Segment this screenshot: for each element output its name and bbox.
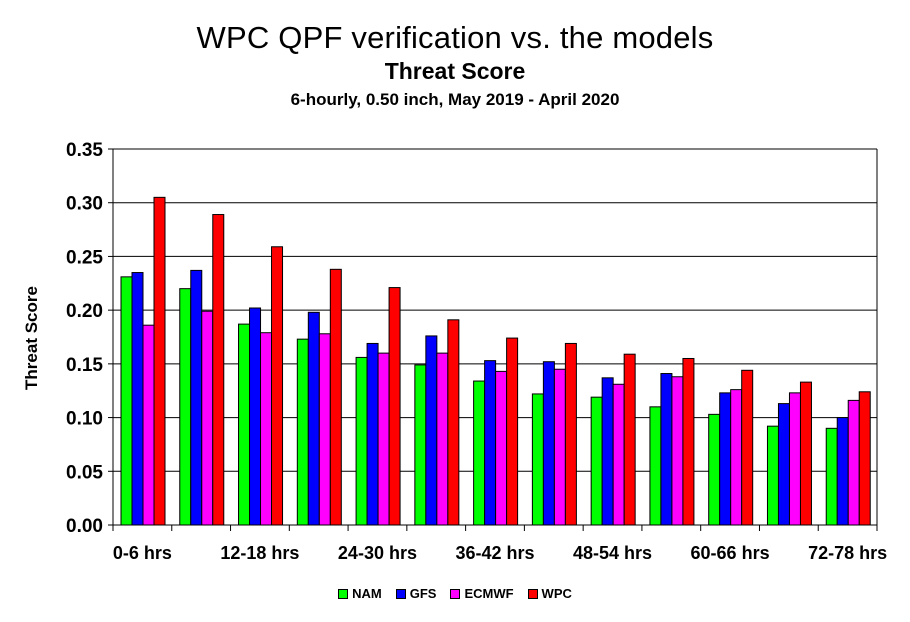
bar-nam [708,413,721,526]
bar-wpc [388,287,401,526]
y-tick-label: 0.35 [66,140,103,161]
chart-subtitle-details: 6-hourly, 0.50 inch, May 2019 - April 20… [290,90,620,109]
bar-ecmwf [671,376,684,526]
x-tick-label: 12-18 hrs [220,543,299,563]
bar-ecmwf [142,324,155,526]
y-tick-label: 0.20 [66,301,103,322]
bar-nam [825,427,838,526]
bar-nam [649,406,662,526]
legend-label: NAM [352,586,382,601]
bar-nam [531,393,544,526]
bar-nam [120,276,133,526]
bar-ecmwf [553,368,566,526]
bar-nam [766,425,779,526]
x-tick-label: 60-66 hrs [691,543,770,563]
y-tick-label: 0.00 [66,516,103,537]
legend-label: WPC [541,586,572,601]
legend-swatch [527,588,538,599]
x-tick-label: 24-30 hrs [338,543,417,563]
bar-gfs [484,360,497,526]
x-tick-label: 0-6 hrs [113,543,172,563]
legend-item-nam: NAM [338,586,382,601]
legend-item-ecmwf: ECMWF [450,586,514,601]
bar-nam [179,288,192,526]
bar-wpc [447,319,460,526]
bar-gfs [190,269,203,526]
bar-wpc [564,342,577,526]
bar-wpc [153,196,166,526]
legend-item-wpc: WPC [527,586,572,601]
bar-ecmwf [318,333,331,526]
bar-ecmwf [730,389,743,526]
legend-item-gfs: GFS [395,586,437,601]
bar-gfs [660,373,673,526]
y-tick-label: 0.10 [66,409,103,430]
legend-label: GFS [409,586,437,601]
y-tick-label: 0.05 [66,462,103,483]
bar-ecmwf [436,352,449,526]
bar-ecmwf [612,383,625,526]
x-tick-label: 36-42 hrs [455,543,534,563]
bar-wpc [329,268,342,526]
bar-nam [355,356,368,526]
bar-nam [414,364,427,526]
bar-gfs [719,392,732,526]
bar-wpc [506,337,519,526]
bar-wpc [212,214,225,526]
bar-ecmwf [201,310,214,526]
bar-ecmwf [847,399,860,526]
bar-ecmwf [377,352,390,526]
bar-wpc [271,246,284,526]
bar-nam [238,323,251,526]
bar-gfs [131,272,144,526]
legend-label: ECMWF [464,586,514,601]
legend: NAM GFS ECMWF WPC [0,586,910,601]
bar-wpc [799,381,812,526]
x-tick-label: 48-54 hrs [573,543,652,563]
chart-subtitle: Threat Score [384,58,526,84]
bar-gfs [542,361,555,526]
y-tick-label: 0.25 [66,247,103,268]
bar-wpc [858,391,871,526]
bar-nam [590,396,603,526]
bar-gfs [307,311,320,526]
bar-ecmwf [260,332,273,526]
legend-swatch [395,588,406,599]
bar-nam [473,380,486,526]
bar-gfs [836,417,849,526]
bar-wpc [623,353,636,526]
bar-wpc [682,357,695,526]
bar-gfs [249,307,262,526]
bar-gfs [366,342,379,526]
bar-wpc [741,369,754,526]
chart-title: WPC QPF verification vs. the models [196,20,714,55]
bar-nam [296,338,309,526]
bar-gfs [425,335,438,526]
bar-gfs [601,377,614,526]
bar-gfs [777,403,790,526]
legend-swatch [450,588,461,599]
x-tick-label: 72-78 hrs [808,543,887,563]
y-tick-label: 0.15 [66,355,103,376]
bar-ecmwf [788,392,801,526]
bar-ecmwf [495,370,508,526]
y-tick-label: 0.30 [66,194,103,215]
legend-swatch [338,588,349,599]
